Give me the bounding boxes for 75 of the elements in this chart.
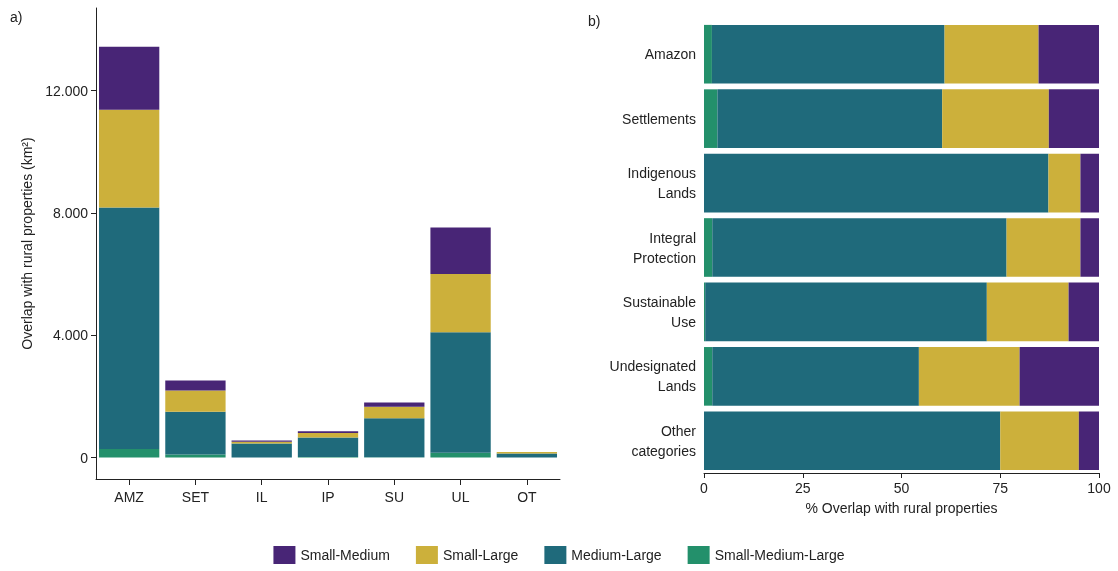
bar [1048,89,1099,148]
bar [704,24,712,84]
bar [364,406,425,419]
bar [364,418,425,458]
bar [364,402,425,407]
x-tick-label: 25 [794,480,811,496]
x-tick-label: 75 [992,480,1009,496]
bar [1000,411,1079,471]
bar [705,282,987,342]
y-axis-title: Overlap with rural properties (km²) [19,137,35,350]
bar [231,443,292,458]
bar [1080,153,1099,213]
x-tick-label: IL [255,489,268,505]
bar [430,452,491,458]
bar [712,347,919,406]
text: b) [588,13,601,29]
bar [1019,347,1099,406]
bar [986,282,1069,342]
bar [704,347,713,406]
x-tick-label: SU [384,489,405,505]
legend-label: Medium-Large [571,547,662,563]
legend-label: Small-Medium-Large [714,547,845,563]
bar [165,454,226,458]
y-tick-label: Indigenous Lands [627,165,696,202]
bar [1078,411,1099,471]
bar [430,227,491,275]
y-tick-label: Settlements [622,110,696,127]
x-tick-label: UL [451,489,470,505]
bar [1038,24,1099,84]
bar [704,153,1049,213]
bar [430,274,491,333]
text: a) [10,9,23,25]
y-tick-label: 8.000 [52,204,89,221]
x-tick-label: OT [517,489,538,505]
x-tick-label: IP [321,489,335,505]
bar [98,207,160,450]
legend-label: Small-Large [442,547,519,563]
x-tick-label: SET [181,489,210,505]
x-tick-label: 100 [1087,480,1111,496]
x-tick-label: 0 [700,480,709,496]
x-axis-title: % Overlap with rural properties [805,500,998,516]
bar [430,332,491,453]
y-tick-label: Amazon [644,46,696,63]
legend-label: Small-Medium [300,547,390,563]
bar [1080,218,1099,277]
x-tick-label: 50 [893,480,910,496]
bar [297,437,359,457]
bar [711,24,945,84]
y-tick-label: 0 [80,449,89,466]
bar [98,46,160,110]
y-tick-label: 4.000 [52,327,89,344]
bar [918,347,1020,406]
y-tick-label: Undesignated Lands [609,358,696,395]
bar [704,411,1001,471]
bar [704,89,718,148]
bar [717,89,943,148]
y-tick-label: Sustainable Use [622,293,697,330]
bar [165,380,226,391]
bar [98,109,160,208]
bar [1006,218,1081,277]
bar [496,453,558,458]
bar [944,24,1039,84]
y-tick-label: Other categories [631,422,697,459]
bar [704,218,713,277]
bar [297,433,359,438]
bar [942,89,1049,148]
bar [98,449,160,458]
bar [165,411,226,455]
x-tick-label: AMZ [114,489,145,505]
bar [1068,282,1099,342]
y-tick-label: Integral Protection [632,229,696,266]
bar [1048,153,1081,213]
bar [165,390,226,412]
y-tick-label: 12.000 [45,82,89,99]
bar [712,218,1007,277]
